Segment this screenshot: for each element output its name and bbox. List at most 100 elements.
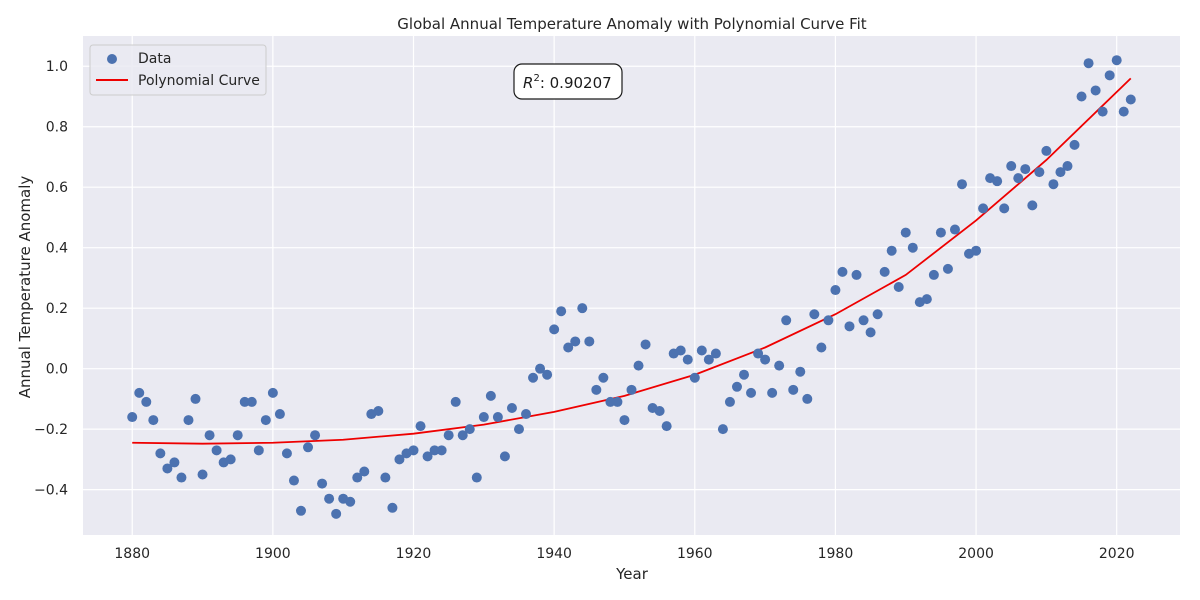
data-point xyxy=(619,415,630,426)
x-tick-label: 2020 xyxy=(1099,546,1135,562)
x-tick-label: 1900 xyxy=(255,546,291,562)
data-point xyxy=(971,245,982,256)
data-point xyxy=(992,176,1003,187)
data-point xyxy=(900,227,911,238)
data-point xyxy=(781,315,792,326)
data-point xyxy=(513,424,524,435)
x-axis-label: Year xyxy=(615,565,649,583)
data-point xyxy=(978,203,989,214)
chart-title: Global Annual Temperature Anomaly with P… xyxy=(397,15,867,33)
data-point xyxy=(753,348,764,359)
data-point xyxy=(1006,161,1017,172)
data-point xyxy=(556,306,567,317)
data-point xyxy=(528,372,539,383)
data-point xyxy=(858,315,869,326)
data-point xyxy=(359,466,370,477)
data-point xyxy=(1083,58,1094,69)
data-point xyxy=(127,412,138,423)
data-point xyxy=(788,384,799,395)
legend-box xyxy=(89,44,267,96)
data-point xyxy=(710,348,721,359)
plot-area xyxy=(83,36,1180,535)
data-point xyxy=(795,366,806,377)
y-tick-labels: −0.4 −0.2 0.0 0.2 0.4 0.6 0.8 1.0 xyxy=(34,59,68,498)
data-point xyxy=(957,179,968,190)
data-point xyxy=(605,396,616,407)
annotation-symbol: R xyxy=(523,74,533,92)
data-point xyxy=(457,430,468,441)
data-point xyxy=(942,263,953,274)
data-point xyxy=(1027,200,1038,211)
y-tick-label: −0.4 xyxy=(34,483,68,499)
data-point xyxy=(928,269,939,280)
data-point xyxy=(1062,161,1073,172)
data-point xyxy=(176,472,187,483)
data-point xyxy=(521,409,532,420)
data-point xyxy=(211,445,222,456)
data-point xyxy=(893,282,904,293)
data-point xyxy=(774,360,785,371)
data-point xyxy=(443,430,454,441)
data-point xyxy=(661,421,672,432)
data-point xyxy=(675,345,686,356)
data-point xyxy=(499,451,510,462)
data-point xyxy=(549,324,560,335)
legend: Data Polynomial Curve xyxy=(89,44,267,96)
data-point xyxy=(935,227,946,238)
legend-data-label: Data xyxy=(138,51,171,67)
data-point xyxy=(324,493,335,504)
data-points xyxy=(127,55,1136,519)
data-point xyxy=(535,363,546,374)
data-point xyxy=(949,224,960,235)
data-point xyxy=(380,472,391,483)
curve-layer xyxy=(132,77,1132,445)
data-point xyxy=(1118,106,1129,117)
data-point xyxy=(886,245,897,256)
data-point xyxy=(204,430,215,441)
y-tick-label: 0.8 xyxy=(46,120,68,136)
data-point xyxy=(542,369,553,380)
data-point xyxy=(267,387,278,398)
x-tick-label: 1920 xyxy=(396,546,432,562)
data-point xyxy=(1097,106,1108,117)
data-point xyxy=(577,303,588,314)
data-point xyxy=(703,354,714,365)
x-tick-label: 1940 xyxy=(536,546,572,562)
data-point xyxy=(288,475,299,486)
data-point xyxy=(492,412,503,423)
data-point xyxy=(633,360,644,371)
data-point xyxy=(415,421,426,432)
data-point xyxy=(1069,139,1080,150)
data-point xyxy=(310,430,321,441)
data-point xyxy=(823,315,834,326)
data-point xyxy=(830,285,841,296)
data-point xyxy=(303,442,314,453)
y-axis-label: Annual Temperature Anomaly xyxy=(16,176,34,399)
x-tick-labels: 1880 1900 1920 1940 1960 1980 2000 2020 xyxy=(114,546,1134,562)
data-point xyxy=(281,448,292,459)
polynomial-curve-line xyxy=(132,77,1132,445)
data-point xyxy=(387,502,398,513)
data-point xyxy=(190,393,201,404)
data-point xyxy=(422,451,433,462)
data-point xyxy=(816,342,827,353)
data-point xyxy=(246,396,257,407)
data-point xyxy=(598,372,609,383)
x-tick-label: 2000 xyxy=(958,546,994,562)
data-point xyxy=(450,396,461,407)
data-point xyxy=(148,415,159,426)
data-point xyxy=(717,424,728,435)
legend-curve-label: Polynomial Curve xyxy=(138,73,260,89)
r-squared-annotation: R2: 0.90207 xyxy=(513,63,623,100)
data-point xyxy=(1090,85,1101,96)
data-point xyxy=(739,369,750,380)
data-point xyxy=(1125,94,1136,105)
data-point xyxy=(155,448,166,459)
data-point xyxy=(141,396,152,407)
data-point xyxy=(591,384,602,395)
data-point xyxy=(345,496,356,507)
annotation-box xyxy=(513,63,623,100)
data-point xyxy=(225,454,236,465)
y-tick-label: 0.2 xyxy=(46,301,68,317)
